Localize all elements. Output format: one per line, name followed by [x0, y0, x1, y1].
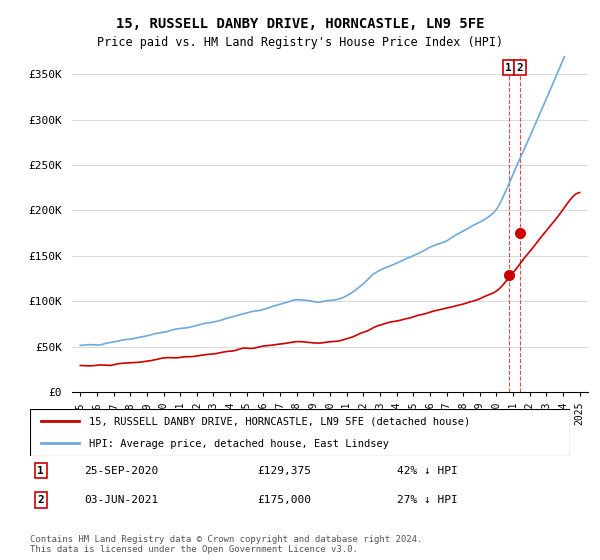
- Text: 2: 2: [37, 495, 44, 505]
- Text: £175,000: £175,000: [257, 495, 311, 505]
- Text: 25-SEP-2020: 25-SEP-2020: [84, 465, 158, 475]
- Text: 1: 1: [505, 63, 512, 73]
- Text: 03-JUN-2021: 03-JUN-2021: [84, 495, 158, 505]
- Text: 1: 1: [37, 465, 44, 475]
- Text: 27% ↓ HPI: 27% ↓ HPI: [397, 495, 458, 505]
- Text: 15, RUSSELL DANBY DRIVE, HORNCASTLE, LN9 5FE (detached house): 15, RUSSELL DANBY DRIVE, HORNCASTLE, LN9…: [89, 417, 470, 427]
- Text: HPI: Average price, detached house, East Lindsey: HPI: Average price, detached house, East…: [89, 439, 389, 449]
- Text: 2: 2: [517, 63, 523, 73]
- Text: £129,375: £129,375: [257, 465, 311, 475]
- Text: 42% ↓ HPI: 42% ↓ HPI: [397, 465, 458, 475]
- Text: Contains HM Land Registry data © Crown copyright and database right 2024.
This d: Contains HM Land Registry data © Crown c…: [30, 535, 422, 554]
- FancyBboxPatch shape: [30, 409, 570, 456]
- Text: Price paid vs. HM Land Registry's House Price Index (HPI): Price paid vs. HM Land Registry's House …: [97, 36, 503, 49]
- Text: 15, RUSSELL DANBY DRIVE, HORNCASTLE, LN9 5FE: 15, RUSSELL DANBY DRIVE, HORNCASTLE, LN9…: [116, 17, 484, 31]
